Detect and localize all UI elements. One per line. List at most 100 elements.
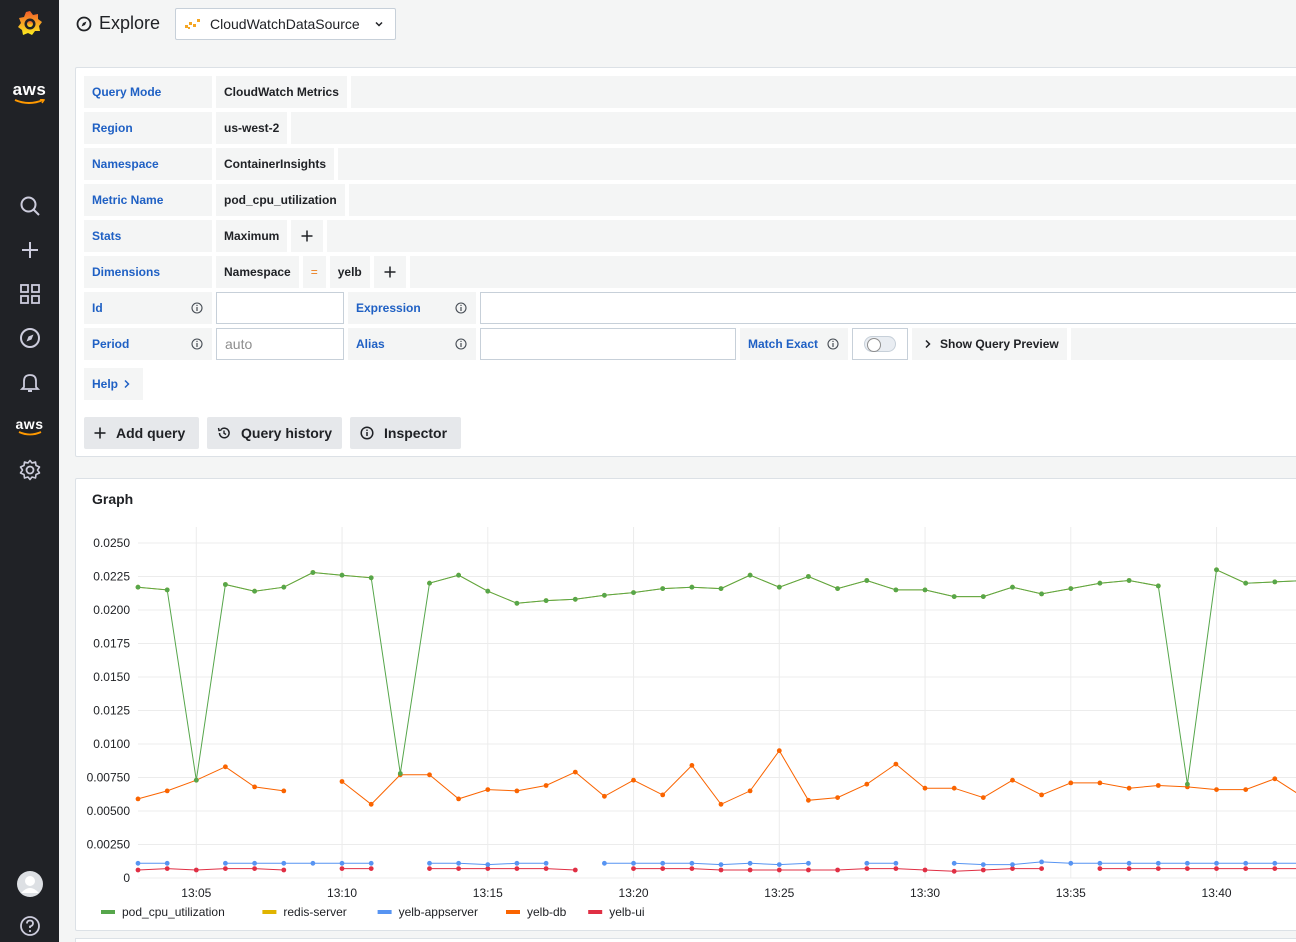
- period-label: Period: [84, 328, 212, 360]
- query-editor-panel: Query Mode CloudWatch Metrics Region us-…: [75, 67, 1296, 457]
- inspector-label: Inspector: [384, 425, 448, 441]
- period-input[interactable]: auto: [216, 328, 344, 360]
- data-point-yelb-db: [776, 748, 782, 754]
- grafana-logo-icon[interactable]: [0, 6, 59, 40]
- data-point-yelb-appserver: [339, 860, 345, 866]
- legend-item-yelb-ui[interactable]: yelb-ui: [588, 905, 645, 919]
- id-label: Id: [84, 292, 212, 324]
- info-icon[interactable]: [455, 302, 467, 314]
- data-point-yelb-appserver: [1097, 860, 1103, 866]
- x-tick-label: 13:05: [181, 886, 211, 900]
- help-icon[interactable]: [0, 914, 59, 938]
- series-line-yelb-db: [137, 766, 284, 800]
- info-icon[interactable]: [191, 338, 203, 350]
- add-stat-button[interactable]: [291, 220, 324, 252]
- aws-nav-text: aws: [15, 415, 44, 432]
- id-label-text: Id: [92, 301, 103, 315]
- aws-logo-text: aws: [12, 80, 47, 99]
- info-icon[interactable]: [455, 338, 467, 350]
- dimension-value[interactable]: yelb: [329, 256, 370, 288]
- dimension-operator[interactable]: =: [302, 256, 326, 288]
- avatar[interactable]: [0, 870, 59, 898]
- legend-item-yelb-db[interactable]: yelb-db: [506, 905, 567, 919]
- add-dimension-button[interactable]: [373, 256, 406, 288]
- id-input[interactable]: [216, 292, 344, 324]
- query-mode-select[interactable]: CloudWatch Metrics: [216, 76, 347, 108]
- info-icon[interactable]: [191, 302, 203, 314]
- y-tick-label: 0.0125: [93, 704, 130, 718]
- data-point-yelb-ui: [252, 866, 257, 871]
- datasource-picker[interactable]: CloudWatchDataSource: [175, 8, 396, 40]
- dashboards-icon[interactable]: [0, 282, 59, 306]
- info-icon[interactable]: [827, 338, 839, 350]
- query-history-button[interactable]: Query history: [207, 417, 342, 449]
- data-point-pod_cpu_utilization: [397, 771, 403, 776]
- legend-item-redis-server[interactable]: redis-server: [262, 905, 347, 919]
- data-point-yelb-ui: [193, 867, 199, 873]
- data-point-yelb-db: [1068, 780, 1074, 786]
- search-icon[interactable]: [0, 194, 59, 218]
- legend-swatch: [506, 910, 520, 914]
- add-query-label: Add query: [116, 425, 186, 441]
- line-chart[interactable]: 0 0.00250 0.00500 0.00750 0.0100 0.0125 0.0150…: [76, 479, 1296, 932]
- data-point-yelb-appserver: [1010, 862, 1015, 867]
- help-label: Help: [92, 377, 119, 391]
- region-label: Region: [84, 112, 212, 144]
- data-point-yelb-ui: [485, 866, 491, 871]
- expression-label-text: Expression: [356, 301, 421, 315]
- plus-icon[interactable]: [0, 238, 59, 262]
- toggle-switch[interactable]: [864, 336, 896, 352]
- data-point-yelb-appserver: [368, 860, 374, 866]
- data-point-pod_cpu_utilization: [1214, 567, 1219, 573]
- data-point-pod_cpu_utilization: [1039, 591, 1044, 597]
- help-toggle[interactable]: Help: [84, 368, 144, 400]
- match-exact-toggle[interactable]: [852, 328, 908, 360]
- data-point-pod_cpu_utilization: [689, 584, 695, 590]
- data-point-yelb-db: [543, 783, 549, 788]
- stats-select[interactable]: Maximum: [216, 220, 288, 252]
- chevron-down-icon: [375, 21, 383, 27]
- id-expression-row: Id Expression: [84, 292, 1296, 324]
- data-point-yelb-ui: [718, 867, 724, 873]
- aws-nav-icon[interactable]: aws: [0, 414, 59, 438]
- y-tick-label: 0.0225: [93, 570, 130, 584]
- data-point-pod_cpu_utilization: [485, 588, 491, 594]
- inspector-button[interactable]: Inspector: [350, 417, 461, 449]
- series-line-redis-server: [429, 574, 1159, 604]
- expression-input[interactable]: [480, 292, 1296, 324]
- data-point-pod_cpu_utilization: [776, 584, 782, 590]
- aws-icon[interactable]: aws: [0, 78, 59, 108]
- data-point-yelb-appserver: [514, 860, 520, 866]
- y-tick-label: 0.00750: [87, 771, 131, 785]
- add-query-button[interactable]: Add query: [84, 417, 199, 449]
- data-point-yelb-db: [339, 779, 345, 784]
- data-point-pod_cpu_utilization: [806, 574, 811, 579]
- legend-item-yelb-appserver[interactable]: yelb-appserver: [377, 905, 478, 919]
- data-point-pod_cpu_utilization: [631, 590, 636, 595]
- data-point-yelb-appserver: [135, 860, 141, 866]
- expression-label: Expression: [348, 292, 476, 324]
- x-tick-label: 13:40: [1202, 886, 1232, 900]
- data-point-yelb-db: [456, 796, 461, 802]
- data-point-yelb-db: [368, 801, 374, 807]
- region-select[interactable]: us-west-2: [216, 112, 288, 144]
- series-line-yelb-ui: [429, 868, 576, 871]
- data-point-yelb-appserver: [1243, 860, 1249, 866]
- legend-item-pod_cpu_utilization[interactable]: pod_cpu_utilization: [101, 905, 225, 919]
- y-tick-label: 0.00500: [87, 804, 131, 818]
- explore-icon[interactable]: [0, 326, 59, 350]
- bell-icon[interactable]: [0, 370, 59, 394]
- metric-name-select[interactable]: pod_cpu_utilization: [216, 184, 345, 216]
- show-query-preview-button[interactable]: Show Query Preview: [912, 328, 1067, 360]
- data-point-pod_cpu_utilization: [922, 587, 928, 593]
- data-point-yelb-ui: [1243, 866, 1249, 871]
- data-point-yelb-db: [1155, 783, 1161, 788]
- data-point-yelb-ui: [1214, 866, 1219, 871]
- data-point-yelb-ui: [893, 866, 899, 871]
- x-tick-label: 13:15: [473, 886, 503, 900]
- gear-icon[interactable]: [0, 458, 59, 482]
- dimension-key[interactable]: Namespace: [216, 256, 299, 288]
- data-point-yelb-ui: [747, 867, 753, 873]
- namespace-select[interactable]: ContainerInsights: [216, 148, 335, 180]
- alias-input[interactable]: [480, 328, 736, 360]
